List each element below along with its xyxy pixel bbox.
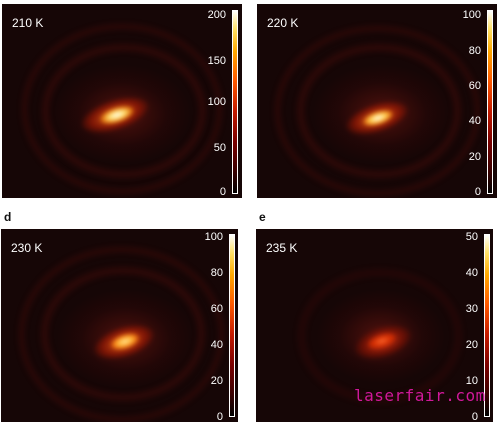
diffraction-ring-outer [22, 24, 222, 194]
colorbar-tick: 40 [465, 267, 478, 279]
colorbar-tick: 80 [468, 45, 481, 57]
panel-235k: 235 K 50 40 30 20 10 0 [255, 226, 500, 426]
colorbar-tick: 50 [465, 231, 478, 243]
colorbar-tick: 10 [465, 375, 478, 387]
colorbar-tick: 0 [471, 411, 478, 423]
colorbar-tick: 150 [207, 55, 226, 67]
image-230k: 230 K [1, 229, 238, 422]
colorbar-tick: 20 [465, 339, 478, 351]
image-210k: 210 K [2, 4, 242, 198]
colorbar-tick: 0 [219, 186, 226, 198]
colorbar-tick: 100 [204, 231, 223, 243]
colorbar [484, 234, 490, 417]
colorbar [487, 10, 493, 194]
colorbar-tick: 20 [468, 151, 481, 163]
temperature-label: 220 K [267, 16, 299, 30]
colorbar-tick: 40 [210, 339, 223, 351]
watermark-text: laserfair.com [354, 386, 486, 405]
temperature-label: 235 K [266, 241, 298, 255]
colorbar-tick: 0 [474, 186, 481, 198]
colorbar [229, 234, 235, 417]
colorbar-tick: 60 [468, 80, 481, 92]
colorbar-tick: 100 [207, 96, 226, 108]
diffraction-ring [298, 269, 462, 403]
diffraction-ring-outer [275, 26, 480, 196]
colorbar-tick: 50 [213, 142, 226, 154]
colorbar-tick: 100 [462, 9, 481, 21]
image-235k: 235 K [256, 229, 493, 422]
colorbar [232, 10, 238, 194]
colorbar-tick: 60 [210, 303, 223, 315]
panel-230k: 230 K 100 80 60 40 20 0 [0, 226, 250, 426]
panel-letter-e: e [259, 210, 266, 224]
colorbar-tick: 30 [465, 303, 478, 315]
panel-220k: 220 K 100 80 60 40 20 0 [255, 0, 500, 200]
diffraction-ring-outer [19, 247, 224, 422]
colorbar-tick: 200 [207, 9, 226, 21]
temperature-label: 210 K [12, 16, 44, 30]
colorbar-tick: 0 [216, 411, 223, 423]
colorbar-tick: 80 [210, 267, 223, 279]
panel-210k: 210 K 200 150 100 50 0 [0, 0, 250, 200]
panel-letter-d: d [4, 210, 12, 224]
colorbar-tick: 20 [210, 375, 223, 387]
image-220k: 220 K [257, 4, 497, 198]
colorbar-tick: 40 [468, 115, 481, 127]
temperature-label: 230 K [11, 241, 43, 255]
